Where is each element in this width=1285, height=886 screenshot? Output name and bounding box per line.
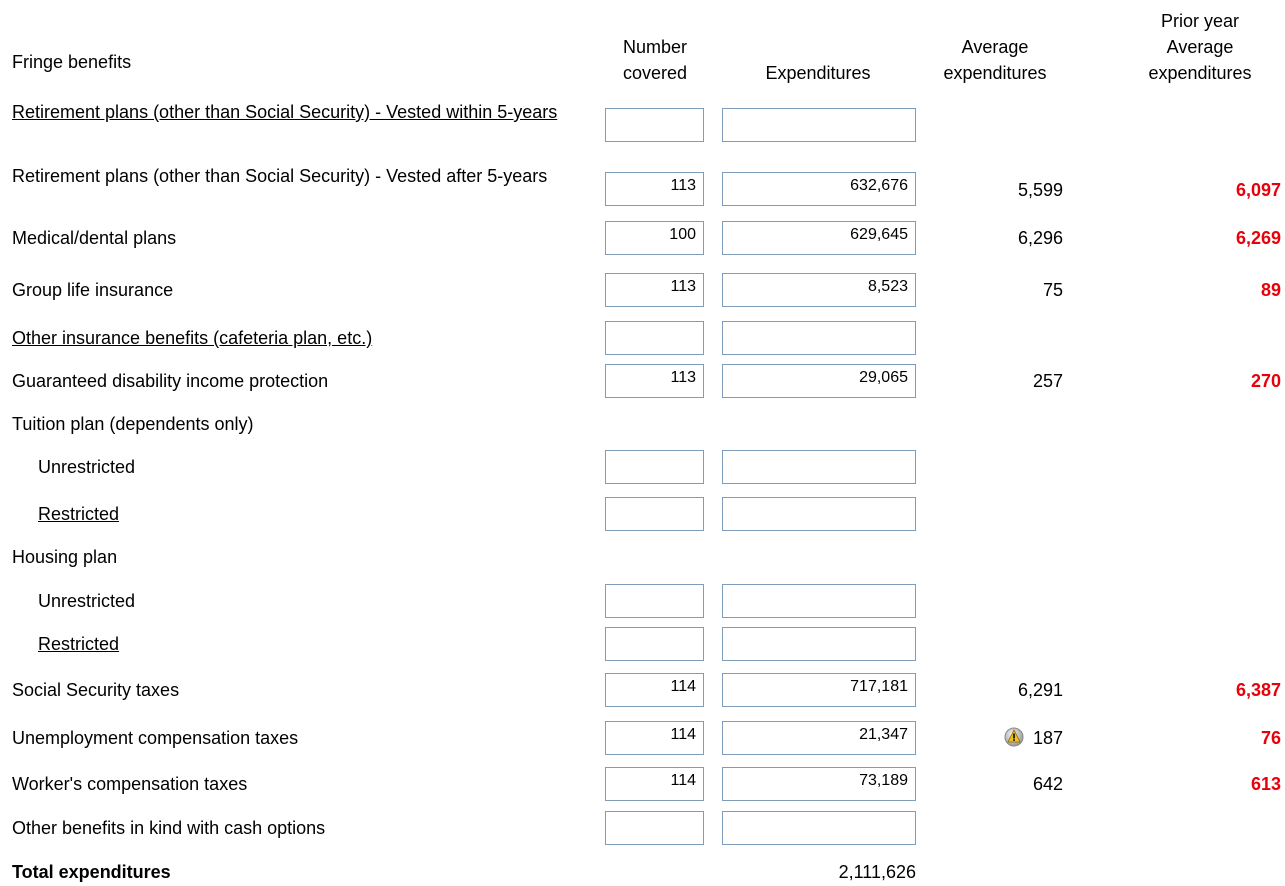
input[interactable]: 113 [605,364,704,398]
row-label: Restricted [38,632,628,657]
row-label: Medical/dental plans [12,228,177,248]
warning-icon[interactable] [1003,726,1025,748]
average: 6,291 [1017,680,1063,700]
link[interactable]: Restricted [38,504,120,524]
input[interactable] [605,811,704,845]
input[interactable] [605,321,704,355]
input[interactable] [722,321,916,355]
input[interactable]: 114 [605,721,704,755]
row-label: Other benefits in kind with cash options [12,818,326,838]
row-label: Unrestricted [38,457,136,477]
row-label: Worker's compensation taxes [12,774,248,794]
link[interactable]: Restricted [38,634,120,654]
prior-year: 270 [1250,371,1281,391]
row-label: Social Security taxes [12,680,180,700]
input[interactable] [605,497,704,531]
input[interactable] [722,584,916,618]
row-label: Tuition plan (dependents only) [12,414,254,434]
input[interactable]: 21,347 [722,721,916,755]
input[interactable]: 73,189 [722,767,916,801]
column-header: Average expenditures [943,37,1047,83]
input[interactable]: 717,181 [722,673,916,707]
input[interactable]: 113 [605,172,704,206]
row-label: Retirement plans (other than Social Secu… [12,100,602,125]
prior-year: 76 [1260,728,1281,748]
row-label: Housing plan [12,547,118,567]
row-label: Guaranteed disability income protection [12,371,329,391]
input[interactable]: 29,065 [722,364,916,398]
link[interactable]: Retirement plans (other than Social Secu… [12,102,558,122]
prior-year: 613 [1250,774,1281,794]
input[interactable]: 114 [605,767,704,801]
average: 642 [1032,774,1063,794]
column-header: Prior year Average expenditures [1148,11,1252,83]
average: 6,296 [1017,228,1063,248]
input[interactable] [722,108,916,142]
input[interactable] [605,584,704,618]
average: 257 [1032,371,1063,391]
average: 75 [1042,280,1063,300]
link[interactable]: Other insurance benefits (cafeteria plan… [12,328,373,348]
prior-year: 6,387 [1235,680,1281,700]
input[interactable] [605,108,704,142]
input[interactable]: 114 [605,673,704,707]
total-value: 2,111,626 [838,862,916,882]
input[interactable]: 632,676 [722,172,916,206]
row-label: Retirement plans (other than Social Secu… [12,166,548,186]
input[interactable] [722,497,916,531]
row-label: Group life insurance [12,280,174,300]
input[interactable] [722,450,916,484]
row-label: Other insurance benefits (cafeteria plan… [12,326,602,351]
input[interactable] [605,450,704,484]
column-header: Number covered [622,37,688,83]
input[interactable]: 113 [605,273,704,307]
input[interactable] [605,627,704,661]
row-label: Restricted [38,502,628,527]
header-label: Fringe benefits [12,52,132,72]
prior-year: 89 [1260,280,1281,300]
prior-year: 6,269 [1235,228,1281,248]
average: 187 [1032,728,1063,748]
column-header: Expenditures [765,63,871,83]
prior-year: 6,097 [1235,180,1281,200]
total-label: Total expenditures [12,862,171,882]
input[interactable] [722,627,916,661]
input[interactable]: 8,523 [722,273,916,307]
input[interactable]: 629,645 [722,221,916,255]
input[interactable] [722,811,916,845]
average: 5,599 [1017,180,1063,200]
input[interactable]: 100 [605,221,704,255]
row-label: Unemployment compensation taxes [12,728,299,748]
row-label: Unrestricted [38,591,136,611]
